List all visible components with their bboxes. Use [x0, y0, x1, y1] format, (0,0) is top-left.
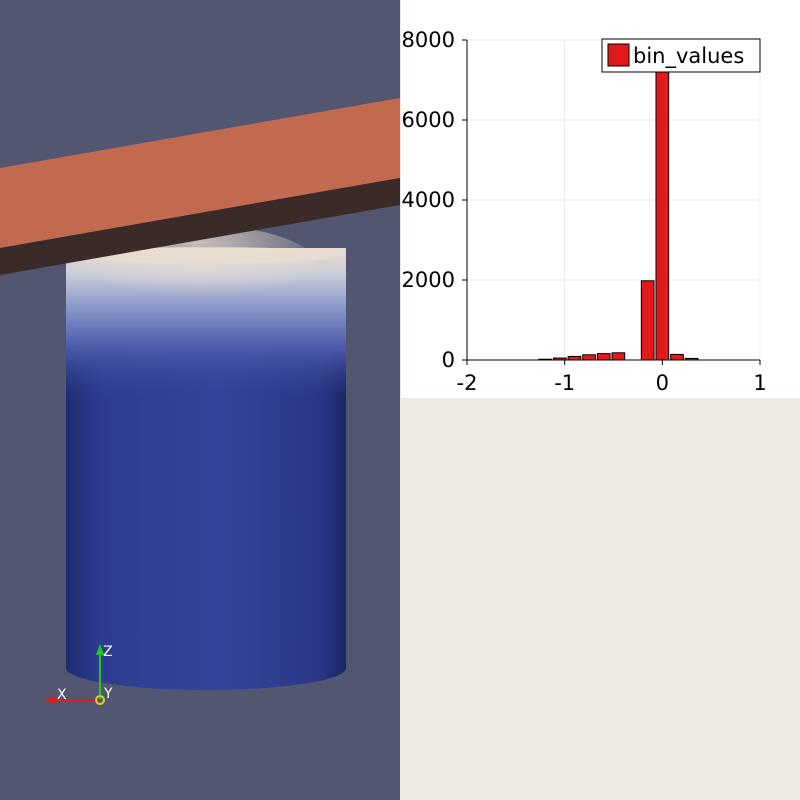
z-axis-arrow — [96, 644, 104, 655]
render-canvas[interactable]: Z X Y — [0, 0, 400, 800]
empty-view-panel[interactable] — [401, 398, 800, 800]
x-axis-arrow — [44, 696, 55, 704]
chart-legend[interactable]: bin_values — [601, 38, 761, 73]
histogram-bar-2 — [567, 355, 582, 361]
x-tick-label-0: -2 — [457, 371, 478, 395]
histogram-chart-view[interactable]: 0 2000 4000 6000 8000 -2 -1 0 1 bin_values — [401, 0, 800, 398]
histogram-bar-5 — [611, 352, 626, 361]
z-axis-label: Z — [103, 644, 113, 660]
y-tick-label-2: 4000 — [402, 188, 455, 212]
x-tick-label-1: -1 — [554, 371, 575, 395]
y-tick-label-0: 0 — [442, 348, 455, 372]
histogram-bar-4 — [596, 353, 611, 361]
cylinder-mesh — [66, 225, 346, 690]
y-tick-label-1: 2000 — [402, 268, 455, 292]
legend-swatch — [607, 43, 630, 67]
x-axis-label: X — [57, 687, 67, 703]
histogram-bar-3 — [582, 354, 596, 361]
histogram-chart: 0 2000 4000 6000 8000 -2 -1 0 1 bin_values — [402, 28, 767, 395]
y-axis-label: Y — [103, 686, 113, 702]
legend-label: bin_values — [633, 44, 744, 69]
beam-mesh — [0, 98, 400, 275]
histogram-bar-7 — [655, 71, 670, 361]
orientation-axes: Z X Y — [44, 644, 113, 705]
y-tick-label-4: 8000 — [402, 28, 455, 52]
y-tick-label-3: 6000 — [402, 108, 455, 132]
histogram-bar-8 — [670, 353, 684, 361]
x-tick-label-3: 1 — [753, 371, 766, 395]
y-axis-marker — [95, 695, 105, 705]
3d-render-view[interactable]: Z X Y — [0, 0, 400, 800]
x-tick-label-2: 0 — [656, 371, 669, 395]
histogram-bar-6 — [640, 280, 655, 361]
